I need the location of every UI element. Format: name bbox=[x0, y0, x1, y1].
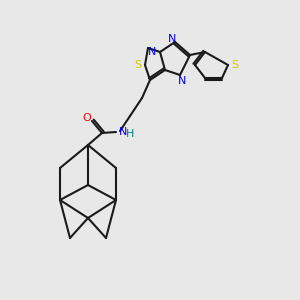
Text: N: N bbox=[119, 127, 127, 137]
Text: H: H bbox=[126, 129, 134, 139]
Text: O: O bbox=[82, 113, 91, 123]
Text: S: S bbox=[231, 60, 239, 70]
Text: N: N bbox=[148, 47, 156, 57]
Text: S: S bbox=[134, 60, 142, 70]
Text: N: N bbox=[168, 34, 176, 44]
Text: N: N bbox=[178, 76, 186, 86]
